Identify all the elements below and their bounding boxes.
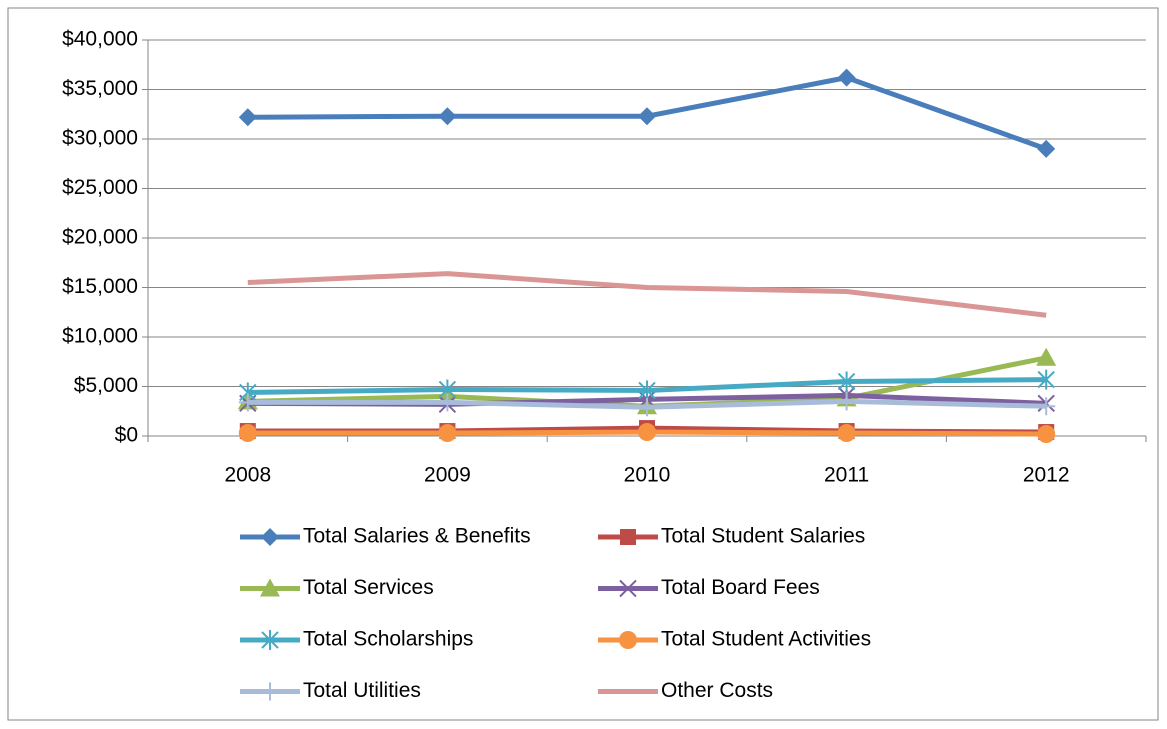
y-tick-label: $5,000 [74, 374, 138, 397]
marker [638, 380, 656, 401]
legend-label: Other Costs [661, 679, 773, 702]
marker [638, 107, 656, 126]
legend-item: Total Student Activities [598, 628, 871, 651]
legend-label: Total Services [303, 576, 434, 599]
chart-frame [7, 7, 1159, 721]
marker [1037, 139, 1056, 158]
marker [1037, 425, 1056, 444]
marker [1037, 369, 1055, 390]
y-tick-label: $15,000 [62, 275, 138, 298]
y-tick-label: $0 [115, 424, 138, 447]
marker [837, 371, 856, 392]
marker [620, 529, 636, 545]
marker [261, 630, 279, 650]
marker [837, 424, 856, 443]
marker [238, 393, 257, 412]
legend-item: Total Board Fees [598, 576, 820, 599]
marker [261, 682, 279, 701]
marker [438, 424, 457, 443]
legend-label: Total Salaries & Benefits [303, 525, 531, 548]
marker [638, 423, 656, 442]
legend-label: Total Utilities [303, 679, 421, 702]
marker [238, 108, 257, 127]
x-tick-label: 2012 [1023, 464, 1070, 487]
legend-item: Total Services [240, 576, 434, 599]
legend-label: Total Board Fees [661, 576, 820, 599]
y-tick-label: $35,000 [62, 77, 138, 100]
marker [438, 393, 457, 412]
marker [261, 528, 279, 546]
marker [260, 578, 280, 597]
y-tick-label: $10,000 [62, 325, 138, 348]
marker [238, 424, 257, 443]
y-tick-label: $30,000 [62, 127, 138, 150]
series-line [247, 271, 1047, 318]
legend-item: Total Utilities [240, 679, 421, 702]
legend-item: Total Student Salaries [598, 525, 865, 548]
marker [619, 631, 637, 649]
marker [619, 579, 637, 598]
x-tick-label: 2010 [624, 464, 671, 487]
marker [438, 107, 457, 126]
y-tick-label: $20,000 [62, 226, 138, 249]
marker [1036, 347, 1057, 366]
legend-item: Total Salaries & Benefits [240, 525, 531, 548]
x-tick-label: 2009 [424, 464, 471, 487]
legend-item: Total Scholarships [240, 628, 473, 651]
marker [1037, 397, 1056, 416]
legend-label: Total Student Activities [661, 628, 871, 651]
marker [837, 392, 856, 411]
y-tick-label: $40,000 [62, 28, 138, 51]
x-tick-label: 2011 [824, 464, 869, 487]
legend-label: Total Scholarships [303, 628, 473, 651]
x-tick-label: 2008 [224, 464, 271, 487]
marker [638, 398, 656, 417]
marker [837, 68, 856, 87]
y-tick-label: $25,000 [62, 176, 138, 199]
legend-item: Other Costs [598, 679, 773, 702]
legend-label: Total Student Salaries [661, 525, 865, 548]
